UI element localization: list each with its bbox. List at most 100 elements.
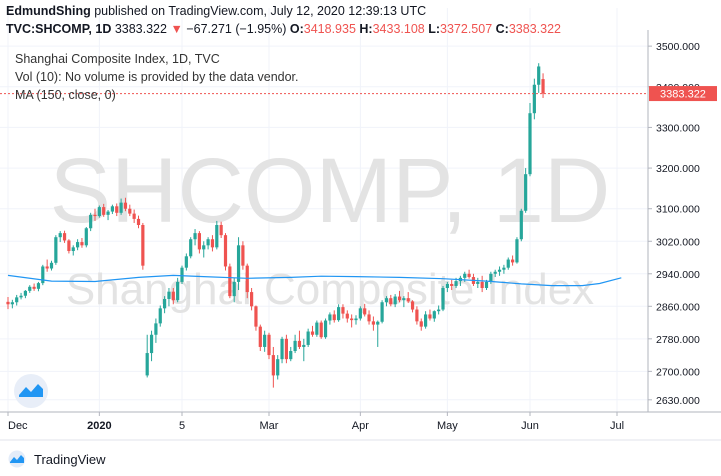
candle-body bbox=[445, 283, 449, 289]
candle-body bbox=[158, 308, 162, 324]
candle-body bbox=[54, 237, 58, 263]
candle-body bbox=[254, 306, 258, 327]
candle-body bbox=[128, 208, 132, 214]
y-tick-label: 3100.000 bbox=[656, 204, 700, 216]
legend-series[interactable]: Shanghai Composite Index, 1D, TVC bbox=[15, 52, 220, 66]
candle-body bbox=[106, 211, 110, 215]
moving-average-line bbox=[7, 274, 622, 287]
candle-body bbox=[67, 240, 71, 252]
candle-body bbox=[28, 286, 32, 291]
low-value: 3372.507 bbox=[440, 22, 493, 36]
candle-body bbox=[358, 308, 362, 319]
x-tick-label: Apr bbox=[352, 420, 369, 432]
candle-body bbox=[497, 269, 502, 272]
y-tick-label: 3300.000 bbox=[656, 122, 700, 134]
candle-body bbox=[97, 207, 101, 217]
candle-body bbox=[115, 206, 119, 213]
candle-body bbox=[415, 309, 419, 322]
candle-body bbox=[345, 313, 349, 319]
candle-body bbox=[23, 290, 27, 296]
candle-body bbox=[263, 334, 267, 347]
legend-ma[interactable]: MA (150, close, 0) bbox=[15, 88, 116, 102]
y-tick-label: 3200.000 bbox=[656, 163, 700, 175]
candle-body bbox=[32, 286, 36, 289]
candle-body bbox=[228, 266, 232, 297]
x-tick-label: Jun bbox=[521, 420, 539, 432]
author-name[interactable]: EdmundShing bbox=[6, 4, 91, 18]
candle-body bbox=[80, 242, 84, 246]
candle-body bbox=[258, 326, 262, 347]
candle-body bbox=[171, 291, 175, 301]
candle-body bbox=[58, 233, 62, 238]
candle-body bbox=[271, 355, 275, 376]
candle-body bbox=[71, 247, 75, 252]
candle-body bbox=[193, 233, 197, 240]
legend-volume[interactable]: Vol (10): No volume is provided by the d… bbox=[15, 70, 299, 84]
y-tick-label: 3020.000 bbox=[656, 236, 700, 248]
candle-body bbox=[62, 233, 67, 241]
candle-body bbox=[10, 302, 14, 305]
open-value: 3418.935 bbox=[303, 22, 356, 36]
y-tick-label: 2780.000 bbox=[656, 334, 700, 346]
candle-body bbox=[102, 207, 106, 215]
tradingview-logo-icon bbox=[8, 450, 26, 468]
candle-body bbox=[310, 331, 315, 335]
candle-body bbox=[276, 359, 280, 376]
close-value: 3383.322 bbox=[508, 22, 561, 36]
candle-body bbox=[232, 281, 236, 297]
candle-body bbox=[410, 301, 415, 310]
candle-body bbox=[41, 266, 45, 284]
price-change: −67.271 (−1.95%) bbox=[186, 22, 287, 36]
low-label: L: bbox=[428, 22, 441, 36]
candle-body bbox=[502, 267, 506, 270]
y-tick-label: 3500.000 bbox=[656, 41, 700, 53]
candle-body bbox=[236, 245, 241, 282]
candle-body bbox=[384, 298, 389, 303]
candle-body bbox=[289, 351, 293, 360]
y-tick-label: 2700.000 bbox=[656, 366, 700, 378]
candle-body bbox=[210, 239, 215, 248]
candle-body bbox=[6, 301, 10, 305]
tradingview-footer[interactable]: TradingView bbox=[4, 450, 106, 468]
candle-body bbox=[432, 311, 436, 319]
candle-body bbox=[515, 239, 519, 263]
tradingview-badge-icon[interactable] bbox=[14, 374, 48, 408]
x-tick-label: May bbox=[437, 420, 458, 432]
candle-body bbox=[49, 262, 54, 269]
candle-body bbox=[332, 314, 336, 321]
candle-body bbox=[424, 314, 428, 327]
y-tick-label: 2860.000 bbox=[656, 301, 700, 313]
candle-body bbox=[36, 283, 41, 289]
candle-body bbox=[441, 288, 445, 310]
publish-text: published on TradingView.com, July 12, 2… bbox=[94, 4, 427, 18]
candle-body bbox=[524, 174, 528, 211]
candle-body bbox=[350, 318, 354, 321]
candle-body bbox=[15, 297, 19, 303]
candle-body bbox=[241, 245, 245, 266]
candle-body bbox=[402, 298, 406, 301]
candle-body bbox=[202, 245, 206, 250]
candle-body bbox=[45, 266, 49, 269]
candle-body bbox=[419, 321, 423, 327]
candle-body bbox=[110, 206, 114, 212]
high-label: H: bbox=[359, 22, 373, 36]
candle-body bbox=[223, 235, 228, 267]
candle-body bbox=[163, 298, 167, 309]
candle-body bbox=[371, 321, 375, 325]
candle-body bbox=[89, 214, 93, 229]
candle-body bbox=[302, 344, 306, 347]
candle-body bbox=[397, 296, 402, 301]
open-label: O: bbox=[289, 22, 304, 36]
candle-body bbox=[267, 334, 271, 356]
candle-body bbox=[328, 314, 332, 321]
candle-body bbox=[19, 295, 23, 298]
candle-body bbox=[123, 202, 128, 209]
candle-body bbox=[463, 273, 467, 278]
x-tick-label: 2020 bbox=[87, 420, 111, 432]
candle-body bbox=[532, 84, 536, 114]
candle-body bbox=[467, 273, 471, 278]
chart-axes: 2630.000 2700.000 2780.000 2860.000 2940.000… bbox=[0, 30, 721, 441]
candle-body bbox=[176, 281, 180, 301]
symbol-name: TVC:SHCOMP, 1D bbox=[6, 22, 112, 36]
